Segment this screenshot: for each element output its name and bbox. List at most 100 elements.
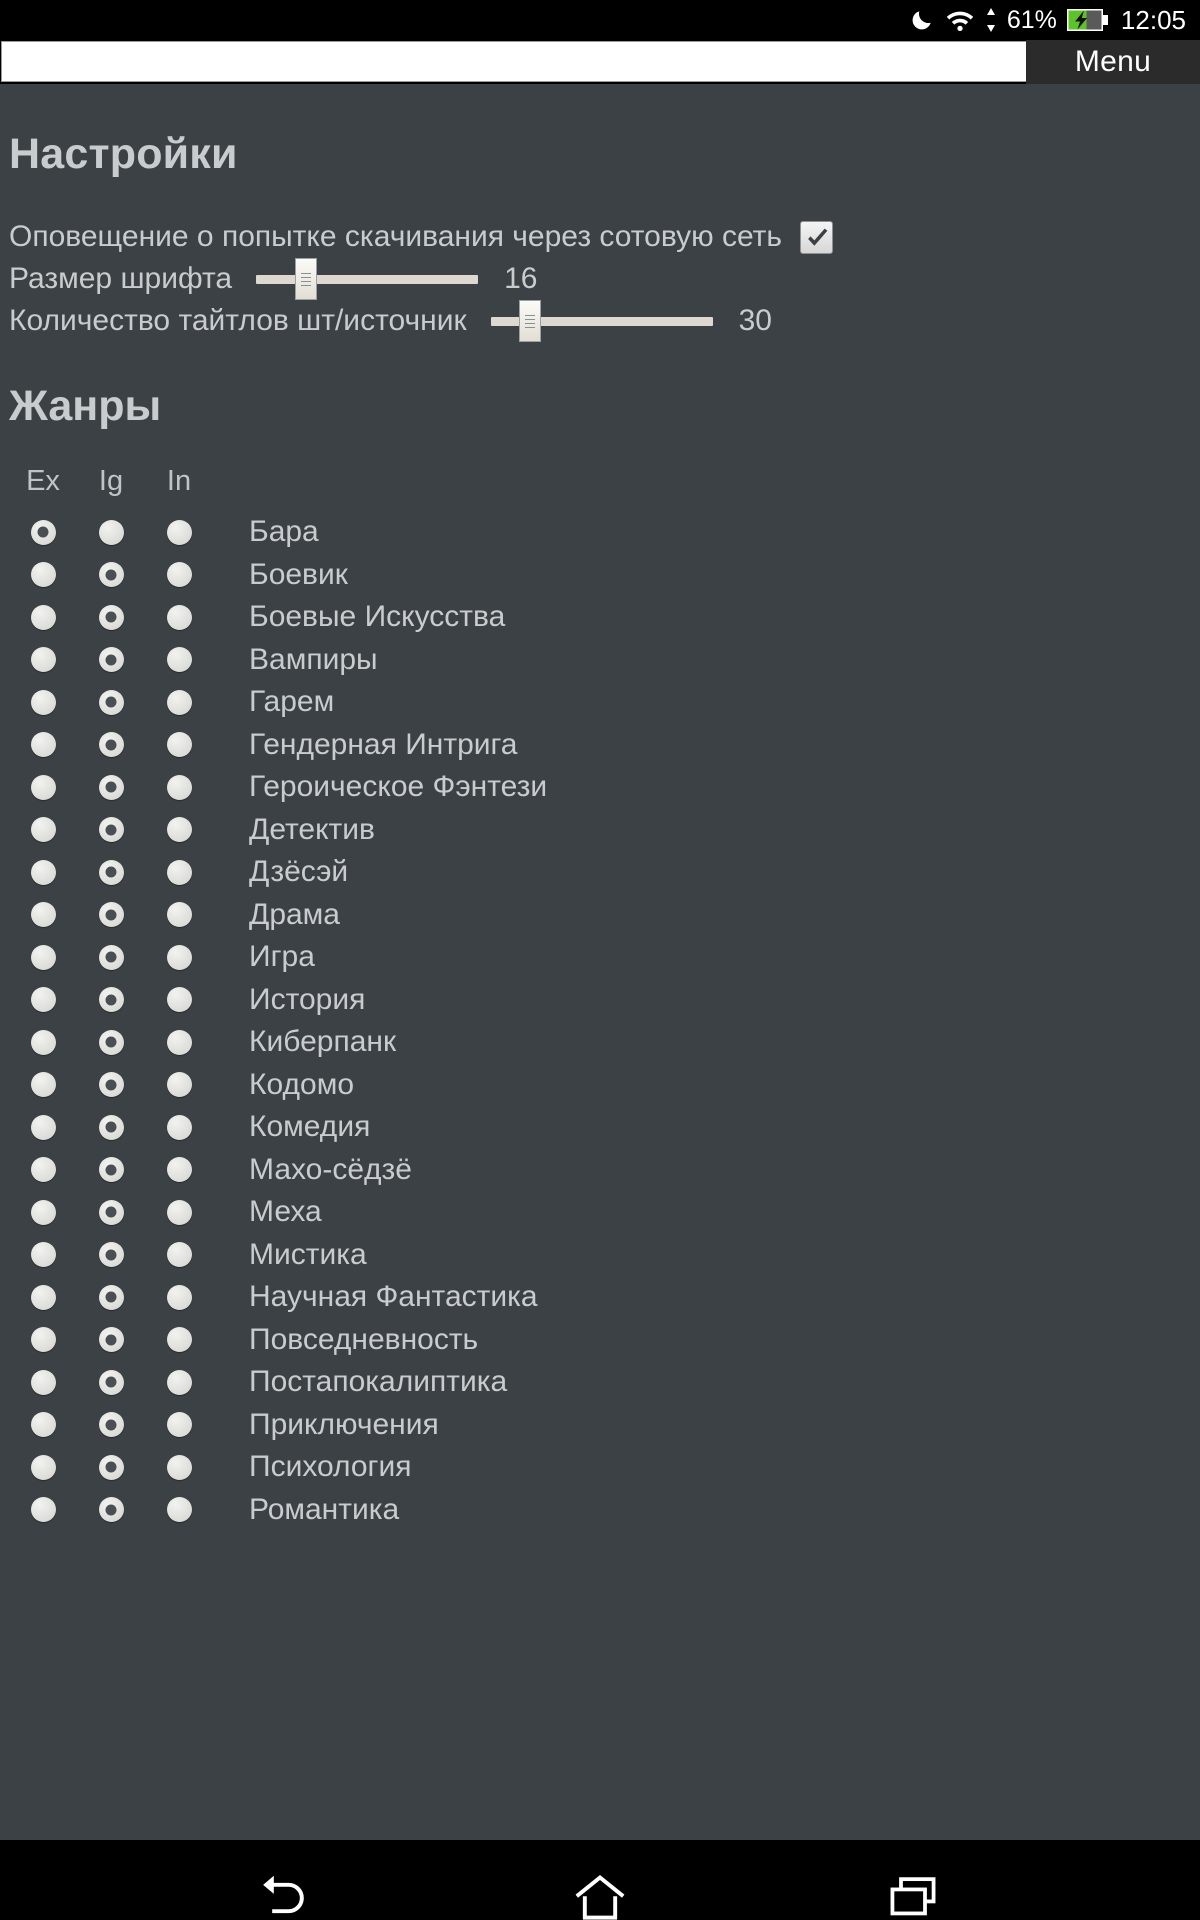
genre-radio-cell-ex[interactable]: [9, 817, 77, 843]
genre-radio-cell-ex[interactable]: [9, 689, 77, 715]
radio-in[interactable]: [166, 859, 192, 885]
genre-radio-cell-in[interactable]: [145, 732, 213, 758]
radio-in[interactable]: [166, 1412, 192, 1438]
radio-ig[interactable]: [98, 859, 124, 885]
radio-in[interactable]: [166, 1157, 192, 1183]
genre-radio-cell-in[interactable]: [145, 519, 213, 545]
radio-in[interactable]: [166, 1284, 192, 1310]
genre-radio-cell-ex[interactable]: [9, 604, 77, 630]
genre-radio-cell-in[interactable]: [145, 1327, 213, 1353]
genre-radio-cell-ex[interactable]: [9, 1497, 77, 1523]
genre-radio-cell-ig[interactable]: [77, 1157, 145, 1183]
radio-ig[interactable]: [98, 1327, 124, 1353]
radio-ig[interactable]: [98, 1114, 124, 1140]
radio-ig[interactable]: [98, 1412, 124, 1438]
radio-ex[interactable]: [30, 1114, 56, 1140]
genre-radio-cell-ig[interactable]: [77, 1412, 145, 1438]
genre-radio-cell-ig[interactable]: [77, 1454, 145, 1480]
genre-radio-cell-in[interactable]: [145, 902, 213, 928]
genre-radio-cell-ig[interactable]: [77, 1072, 145, 1098]
genre-radio-cell-ig[interactable]: [77, 1114, 145, 1140]
genre-radio-cell-ex[interactable]: [9, 774, 77, 800]
radio-ig[interactable]: [98, 944, 124, 970]
radio-ex[interactable]: [30, 519, 56, 545]
genre-radio-cell-ig[interactable]: [77, 1029, 145, 1055]
radio-ex[interactable]: [30, 1327, 56, 1353]
setting-row-cellular-warning[interactable]: Оповещение о попытке скачивания через со…: [9, 216, 1200, 258]
genre-radio-cell-ex[interactable]: [9, 987, 77, 1013]
radio-ig[interactable]: [98, 1284, 124, 1310]
genre-radio-cell-ig[interactable]: [77, 902, 145, 928]
radio-ex[interactable]: [30, 604, 56, 630]
genre-radio-cell-in[interactable]: [145, 1284, 213, 1310]
radio-ex[interactable]: [30, 1072, 56, 1098]
setting-row-titles-per-source[interactable]: Количество тайтлов шт/источник 30: [9, 300, 1200, 342]
genre-radio-cell-ex[interactable]: [9, 1412, 77, 1438]
genre-radio-cell-in[interactable]: [145, 859, 213, 885]
genre-radio-cell-ig[interactable]: [77, 604, 145, 630]
radio-ex[interactable]: [30, 1199, 56, 1225]
radio-in[interactable]: [166, 689, 192, 715]
genre-radio-cell-in[interactable]: [145, 689, 213, 715]
radio-ex[interactable]: [30, 647, 56, 673]
radio-in[interactable]: [166, 1327, 192, 1353]
menu-button[interactable]: Menu: [1026, 40, 1200, 84]
genre-radio-cell-ig[interactable]: [77, 987, 145, 1013]
radio-in[interactable]: [166, 774, 192, 800]
genre-radio-cell-in[interactable]: [145, 774, 213, 800]
radio-ex[interactable]: [30, 774, 56, 800]
genre-radio-cell-ex[interactable]: [9, 1157, 77, 1183]
genre-radio-cell-in[interactable]: [145, 1114, 213, 1140]
radio-ex[interactable]: [30, 1157, 56, 1183]
genre-radio-cell-ex[interactable]: [9, 1029, 77, 1055]
radio-in[interactable]: [166, 1029, 192, 1055]
genre-radio-cell-ig[interactable]: [77, 1327, 145, 1353]
radio-ex[interactable]: [30, 1242, 56, 1268]
radio-ex[interactable]: [30, 1497, 56, 1523]
radio-in[interactable]: [166, 732, 192, 758]
genre-radio-cell-ex[interactable]: [9, 1454, 77, 1480]
cellular-warning-checkbox[interactable]: [800, 220, 834, 254]
radio-ex[interactable]: [30, 817, 56, 843]
genre-radio-cell-ex[interactable]: [9, 732, 77, 758]
radio-ig[interactable]: [98, 519, 124, 545]
radio-in[interactable]: [166, 902, 192, 928]
genre-radio-cell-ig[interactable]: [77, 1199, 145, 1225]
radio-ex[interactable]: [30, 859, 56, 885]
genre-radio-cell-ig[interactable]: [77, 562, 145, 588]
radio-in[interactable]: [166, 1369, 192, 1395]
radio-in[interactable]: [166, 1114, 192, 1140]
genre-radio-cell-ex[interactable]: [9, 1369, 77, 1395]
radio-in[interactable]: [166, 944, 192, 970]
radio-ex[interactable]: [30, 987, 56, 1013]
radio-ig[interactable]: [98, 1157, 124, 1183]
radio-ex[interactable]: [30, 1412, 56, 1438]
radio-ex[interactable]: [30, 689, 56, 715]
genre-radio-cell-ig[interactable]: [77, 944, 145, 970]
recent-apps-button[interactable]: [853, 1840, 973, 1920]
setting-row-font-size[interactable]: Размер шрифта 16: [9, 258, 1200, 300]
radio-ig[interactable]: [98, 1242, 124, 1268]
genre-radio-cell-in[interactable]: [145, 1412, 213, 1438]
genre-radio-cell-in[interactable]: [145, 1157, 213, 1183]
genre-radio-cell-ig[interactable]: [77, 1284, 145, 1310]
genre-radio-cell-ex[interactable]: [9, 647, 77, 673]
genre-radio-cell-in[interactable]: [145, 562, 213, 588]
radio-in[interactable]: [166, 1072, 192, 1098]
genre-radio-cell-in[interactable]: [145, 817, 213, 843]
radio-ig[interactable]: [98, 604, 124, 630]
genre-radio-cell-in[interactable]: [145, 1369, 213, 1395]
genre-radio-cell-ex[interactable]: [9, 519, 77, 545]
radio-ex[interactable]: [30, 1454, 56, 1480]
font-size-slider[interactable]: [256, 258, 479, 300]
radio-ig[interactable]: [98, 732, 124, 758]
radio-ig[interactable]: [98, 1369, 124, 1395]
radio-in[interactable]: [166, 604, 192, 630]
radio-ig[interactable]: [98, 774, 124, 800]
radio-ex[interactable]: [30, 732, 56, 758]
genre-radio-cell-ex[interactable]: [9, 1327, 77, 1353]
genre-radio-cell-ex[interactable]: [9, 1199, 77, 1225]
genre-radio-cell-ig[interactable]: [77, 647, 145, 673]
genre-radio-cell-ex[interactable]: [9, 1284, 77, 1310]
radio-in[interactable]: [166, 1199, 192, 1225]
